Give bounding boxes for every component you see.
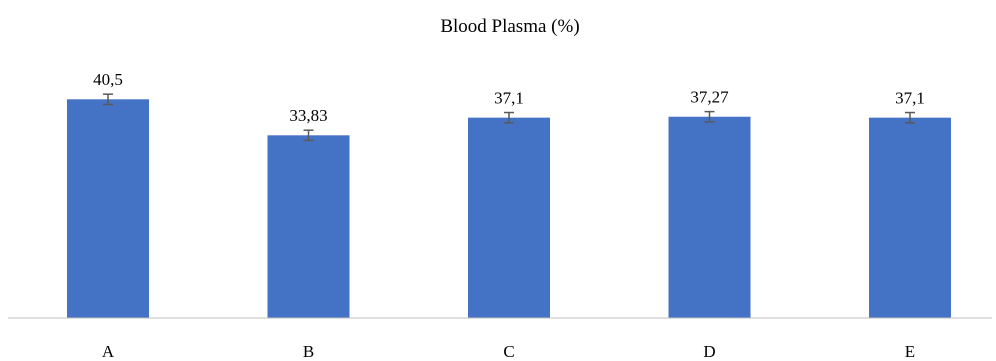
bar-e (869, 117, 951, 318)
error-bar-e (905, 111, 915, 124)
error-bars-layer (103, 93, 915, 142)
x-tick-label-a: A (102, 342, 115, 361)
data-label-e: 37,1 (895, 89, 925, 108)
chart-title: Blood Plasma (%) (440, 16, 579, 37)
bar-a (67, 99, 149, 318)
error-bar-a (103, 93, 113, 106)
error-bar-c (504, 111, 514, 124)
x-tick-label-d: D (703, 342, 715, 361)
bars-layer (67, 99, 951, 318)
x-tick-label-b: B (303, 342, 314, 361)
data-label-d: 37,27 (690, 88, 729, 107)
x-tick-label-c: C (503, 342, 514, 361)
error-bar-b (303, 129, 314, 142)
x-tick-label-e: E (905, 342, 915, 361)
data-labels-layer: 40,5 33,83 37,1 37,27 37,1 (93, 70, 925, 125)
data-label-c: 37,1 (494, 89, 524, 108)
x-tick-labels-layer: A B C D E (102, 342, 915, 361)
data-label-b: 33,83 (289, 106, 327, 125)
bar-d (668, 116, 751, 318)
bar-b (267, 135, 350, 318)
data-label-a: 40,5 (93, 70, 123, 89)
error-bar-d (704, 110, 715, 123)
bar-c (468, 117, 550, 318)
